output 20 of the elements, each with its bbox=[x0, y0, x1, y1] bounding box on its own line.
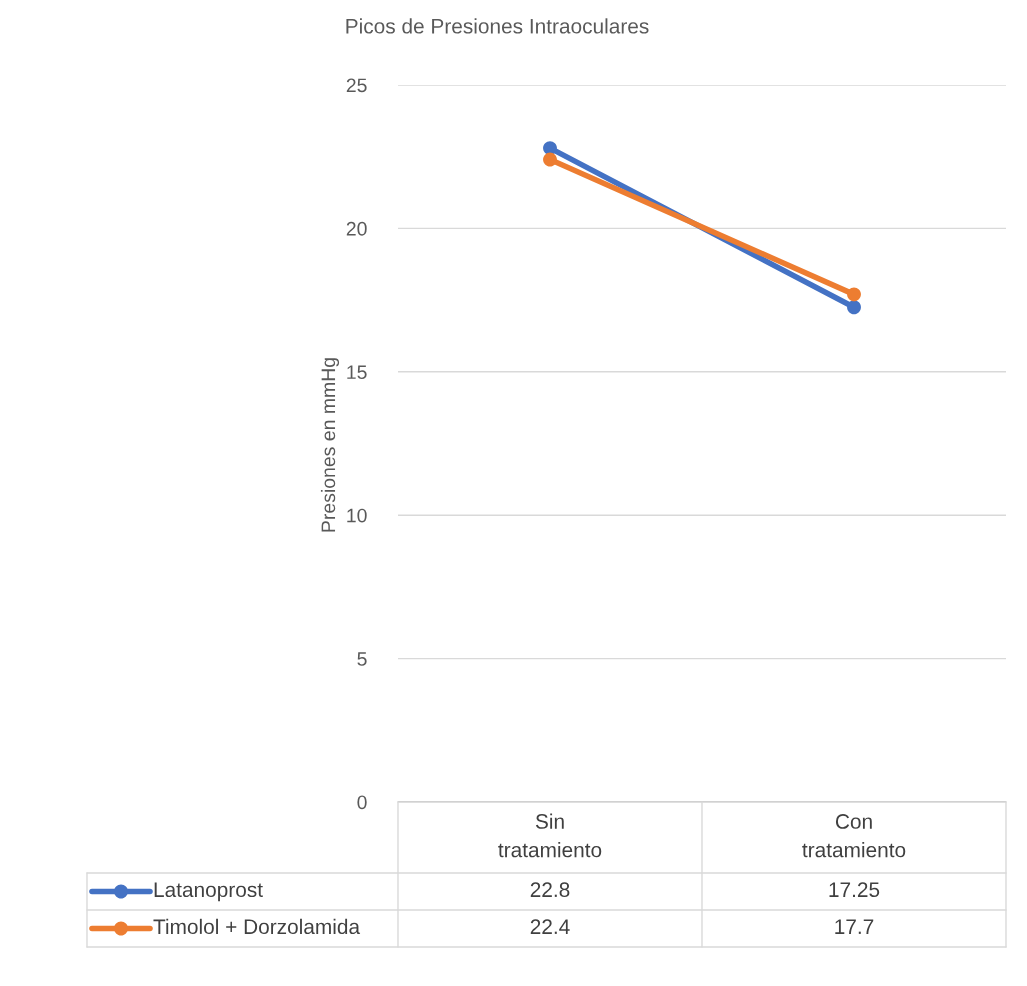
legend-label: Timolol + Dorzolamida bbox=[153, 918, 361, 935]
y-tick-label: 25 bbox=[346, 78, 367, 93]
point bbox=[847, 300, 861, 315]
data-label: 17.25 bbox=[829, 882, 880, 898]
y-tick-label: 15 bbox=[347, 365, 367, 380]
data-label: 17.7 bbox=[835, 919, 874, 934]
chart-title: Picos de Presiones Intraoculares bbox=[346, 18, 649, 34]
data-label: 22.8 bbox=[530, 882, 570, 898]
y-axis-title: Presiones en mmHg bbox=[320, 358, 340, 532]
x-tick-label: Con tratamiento bbox=[802, 814, 906, 858]
y-tick-label: 0 bbox=[357, 795, 367, 810]
y-tick-label: 5 bbox=[357, 652, 367, 666]
x-tick-label: Sin tratamiento bbox=[498, 813, 602, 858]
legend-label: Latanoprost bbox=[154, 882, 263, 902]
point bbox=[543, 152, 557, 167]
data-label: 22.4 bbox=[530, 919, 570, 934]
point bbox=[847, 287, 861, 302]
y-tick-label: 20 bbox=[346, 221, 367, 236]
y-tick-label: 10 bbox=[347, 508, 367, 523]
point bbox=[543, 141, 557, 156]
